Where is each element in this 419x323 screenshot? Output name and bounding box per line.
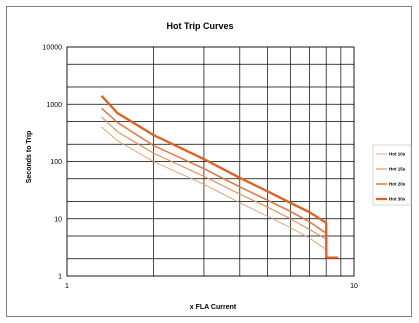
legend: Hot 10s Hot 15s Hot 20s Hot 30s <box>372 144 412 206</box>
y-tick-label: 10 <box>54 216 62 223</box>
series-line <box>100 95 339 259</box>
y-tick-label: 10000 <box>43 45 63 52</box>
y-tick-label: 100 <box>50 159 62 166</box>
legend-label: Hot 20s <box>389 182 406 187</box>
chart-title: Hot Trip Curves <box>166 21 233 31</box>
legend-label: Hot 15s <box>389 167 406 172</box>
tick-labels: 1 10 100 1000 10000 1 10 <box>43 45 358 291</box>
y-tick-label: 1 <box>58 274 62 281</box>
hot-trip-chart: Hot Trip Curves 1 10 100 1000 10000 1 10 x FLA… <box>26 21 412 311</box>
legend-label: Hot 10s <box>389 152 406 157</box>
series-layer <box>100 95 339 259</box>
series-line <box>101 116 327 240</box>
series-line <box>101 126 327 250</box>
chart-frame: Hot Trip Curves 1 10 100 1000 10000 1 10 x FLA… <box>6 6 412 317</box>
x-tick-label: 10 <box>350 283 358 290</box>
legend-box <box>372 144 412 206</box>
x-tick-label: 1 <box>65 283 69 290</box>
y-tick-label: 1000 <box>46 102 62 109</box>
plot-border <box>66 46 355 277</box>
y-axis-label: Seconds to Trip <box>26 131 33 184</box>
series-line <box>101 107 327 234</box>
x-axis-label: x FLA Current <box>190 304 237 311</box>
legend-label: Hot 30s <box>389 197 406 202</box>
